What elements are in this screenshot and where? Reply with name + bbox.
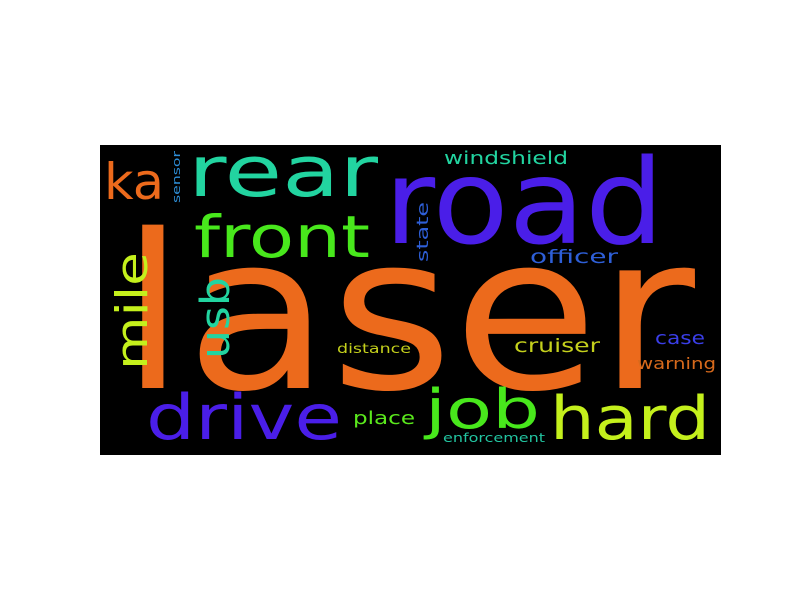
word-hard: hard — [550, 384, 710, 454]
word-cloud-canvas: laser road rear front ka drive hard job … — [100, 145, 721, 455]
word-state: state — [413, 202, 432, 262]
word-rear: rear — [188, 145, 378, 213]
word-cloud: laser road rear front ka drive hard job … — [100, 145, 721, 455]
word-ka: ka — [104, 153, 164, 211]
word-sensor: sensor — [170, 150, 183, 203]
word-mile: mile — [107, 252, 158, 370]
word-place: place — [353, 408, 415, 429]
word-road: road — [384, 145, 664, 271]
word-cloud-background — [100, 145, 721, 455]
word-officer: officer — [530, 246, 618, 268]
word-cruiser: cruiser — [514, 335, 600, 357]
word-enforcement: enforcement — [443, 431, 545, 445]
word-distance: distance — [337, 342, 411, 357]
word-drive: drive — [146, 381, 342, 454]
word-windshield: windshield — [444, 148, 568, 169]
word-warning: warning — [637, 354, 716, 373]
word-case: case — [655, 328, 705, 349]
word-front: front — [194, 203, 370, 271]
word-job: job — [424, 378, 540, 441]
word-usb: usb — [193, 277, 239, 359]
word-laser: laser — [120, 188, 696, 439]
